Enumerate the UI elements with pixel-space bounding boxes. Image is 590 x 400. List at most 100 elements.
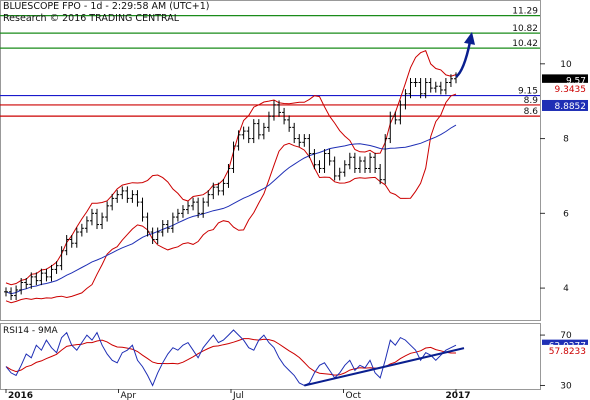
bollinger-lower <box>5 93 457 304</box>
price-bar <box>64 235 69 256</box>
price-bar <box>287 115 292 132</box>
price-bar <box>302 134 307 147</box>
price-bar <box>312 149 317 170</box>
price-bar <box>418 78 423 99</box>
price-bar <box>155 227 160 244</box>
price-bar <box>165 220 170 233</box>
level-label-1: 10.82 <box>512 24 538 34</box>
price-bar <box>160 220 165 237</box>
price-bar <box>135 190 140 207</box>
price-bar <box>398 100 403 125</box>
price-bar <box>438 81 443 95</box>
level-label-5: 8.6 <box>524 107 539 117</box>
price-bar <box>130 190 135 203</box>
price-tag-label-0: 9.57 <box>566 76 586 86</box>
price-bar <box>95 208 100 230</box>
price-bar <box>241 126 246 140</box>
price-bar <box>342 160 347 177</box>
rsi-y-axis: 30 70 <box>540 331 572 391</box>
price-bar <box>297 134 302 147</box>
price-bar <box>34 272 39 286</box>
price-bar <box>44 268 49 282</box>
x-tick-label: Oct <box>346 391 362 400</box>
price-bar <box>59 246 64 271</box>
price-bar <box>383 134 388 185</box>
x-axis: 2016 Apr Jul Oct 2017 <box>5 389 471 400</box>
price-bar <box>246 126 251 144</box>
price-y-tick-label: 6 <box>563 209 569 219</box>
price-bar <box>271 100 276 121</box>
price-bar <box>403 89 408 110</box>
level-label-4: 8.9 <box>524 96 539 106</box>
forecast-arrow-head <box>464 31 475 45</box>
rsi-tag-box-1 <box>542 344 588 356</box>
price-tag-box-0 <box>542 74 588 86</box>
price-tags: 9.579.3435 8.8852 <box>542 74 588 112</box>
price-bar <box>322 149 327 173</box>
rsi-line <box>5 329 457 387</box>
price-bar <box>327 149 332 166</box>
price-bar <box>49 264 54 282</box>
price-bar <box>373 152 378 173</box>
price-bar <box>448 74 453 87</box>
price-bar <box>292 122 297 144</box>
price-bar <box>368 152 373 173</box>
price-tag-label-1: 9.3435 <box>555 85 587 95</box>
x-tick-label: 2017 <box>445 391 470 400</box>
price-bar <box>125 186 130 203</box>
price-bar <box>277 100 282 117</box>
price-bar <box>256 119 261 140</box>
price-bar <box>226 163 231 188</box>
forecast-arrow <box>455 31 475 78</box>
moving-average <box>5 124 457 295</box>
x-tick-label: Apr <box>121 391 137 400</box>
price-bar <box>180 205 185 218</box>
price-y-tick-label: 8 <box>563 135 569 145</box>
price-bar <box>191 197 196 211</box>
rsi-y-tick-label: 70 <box>560 331 572 341</box>
price-bar <box>261 122 266 140</box>
price-bar <box>388 111 393 144</box>
bollinger-upper <box>5 50 457 286</box>
price-tag-box-1 <box>542 82 588 94</box>
price-bar <box>145 212 150 237</box>
x-tick-label: 2016 <box>8 391 33 400</box>
price-bar <box>150 227 155 244</box>
price-bar <box>347 152 352 170</box>
bollinger-bands <box>5 50 457 304</box>
price-bar <box>39 268 44 286</box>
price-bar <box>362 156 367 173</box>
price-bar <box>196 197 201 218</box>
price-bar <box>443 78 448 95</box>
price-bar <box>100 212 105 230</box>
price-bar <box>120 186 125 200</box>
price-bar <box>175 208 180 222</box>
ma-line <box>5 124 457 295</box>
price-bar <box>105 201 110 222</box>
price-bar <box>231 141 236 173</box>
rsi-series <box>5 329 465 387</box>
rsi-panel-frame <box>0 323 541 390</box>
price-bar <box>29 272 34 289</box>
rsi-signal-line <box>5 338 456 376</box>
price-bar <box>282 107 287 125</box>
rsi-panel: 30 70 62.027757.8233 <box>0 323 588 391</box>
price-bar <box>413 78 418 87</box>
rsi-tag-label-1: 57.8233 <box>549 347 586 357</box>
price-bar <box>4 287 8 297</box>
rsi-trend-line <box>304 347 465 387</box>
price-bar <box>206 190 211 207</box>
price-bar <box>19 278 24 295</box>
price-bar <box>378 163 383 185</box>
price-bar <box>332 156 337 181</box>
price-y-tick-label: 4 <box>563 284 569 294</box>
price-tag-label-2: 8.8852 <box>555 102 587 112</box>
price-bars <box>4 72 458 301</box>
price-bar <box>216 182 221 196</box>
price-tag-box-2 <box>542 99 588 111</box>
rsi-y-tick-label: 30 <box>560 381 572 391</box>
chart-title: BLUESCOPE FPO - 1d - 2:29:58 AM (UTC+1) <box>3 1 210 12</box>
price-bar <box>357 156 362 173</box>
price-bar <box>393 111 398 125</box>
